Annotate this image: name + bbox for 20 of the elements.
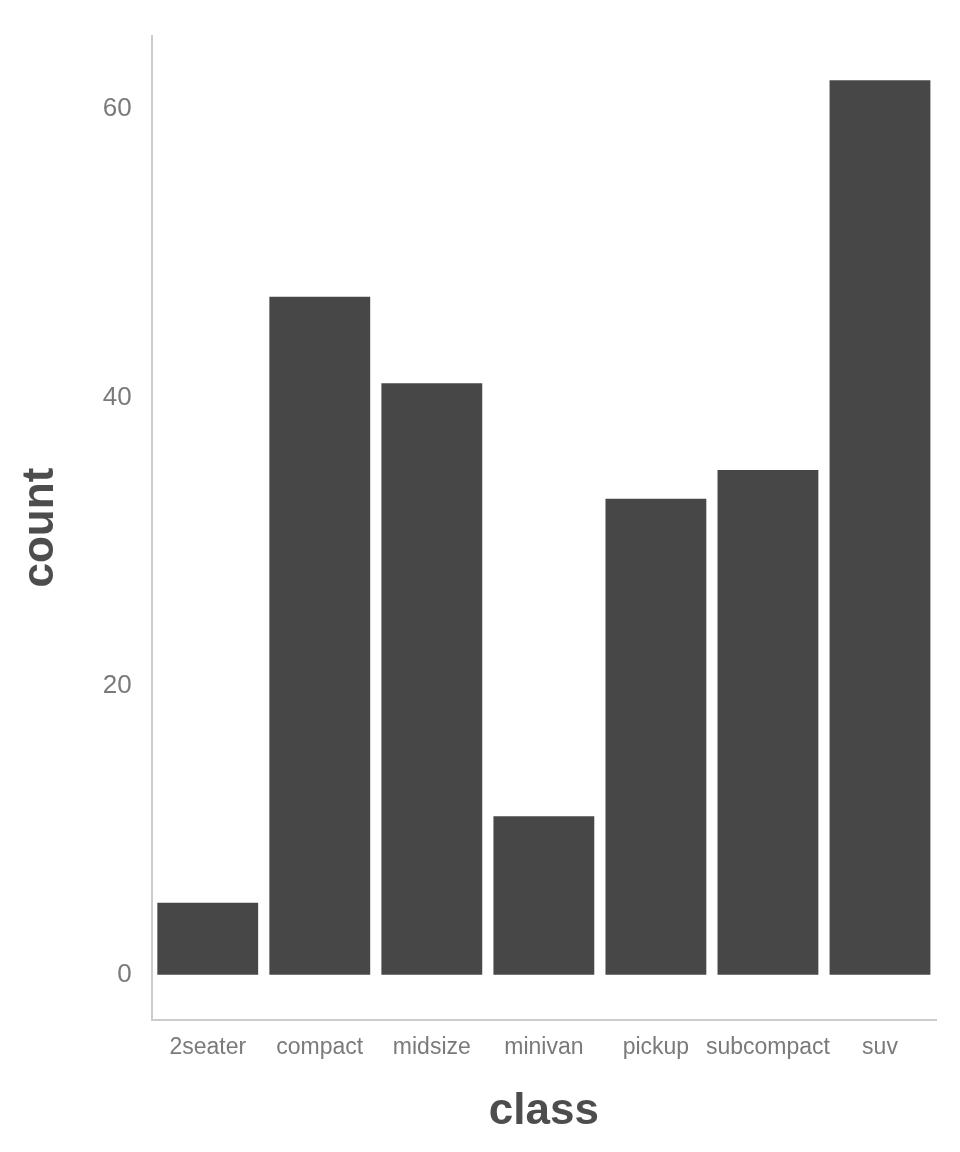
x-tick-label: suv: [862, 1032, 899, 1059]
bar: [493, 816, 595, 975]
x-tick-label: midsize: [392, 1032, 471, 1059]
bar: [381, 383, 483, 975]
bar: [269, 296, 371, 975]
bar: [829, 80, 931, 975]
bar: [717, 469, 819, 975]
bar: [605, 498, 707, 975]
y-axis-title: count: [12, 467, 62, 588]
x-tick-label: subcompact: [705, 1032, 831, 1059]
y-tick-label: 20: [102, 669, 132, 700]
x-tick-label: pickup: [622, 1032, 690, 1059]
y-tick-label: 40: [102, 380, 132, 411]
y-tick-label: 0: [117, 958, 132, 989]
x-tick-label: 2seater: [169, 1032, 247, 1059]
x-tick-label: compact: [276, 1032, 364, 1059]
x-axis-title: class: [488, 1083, 599, 1133]
bar: [157, 902, 259, 975]
x-tick-label: minivan: [504, 1032, 584, 1059]
y-tick-label: 60: [102, 92, 132, 123]
